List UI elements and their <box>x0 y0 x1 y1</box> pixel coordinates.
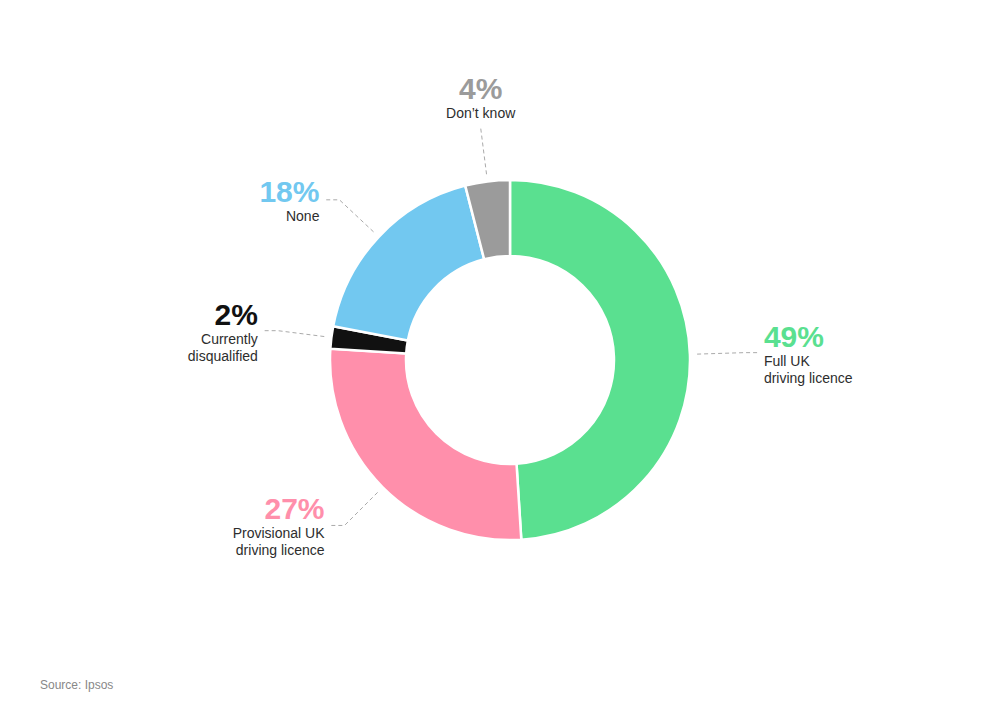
data-label: 49% <box>764 320 824 353</box>
slice <box>333 186 484 341</box>
category-label: None <box>286 208 320 224</box>
leader-line <box>264 331 324 337</box>
data-label: 2% <box>214 298 257 331</box>
slice <box>510 180 690 540</box>
slice <box>465 180 510 259</box>
slice <box>330 349 521 540</box>
category-label: Full UKdriving licence <box>764 353 853 386</box>
leader-line <box>697 353 758 354</box>
data-label: 27% <box>264 492 324 525</box>
leader-line <box>325 200 373 232</box>
leader-line <box>481 128 487 174</box>
category-label: Provisional UKdriving licence <box>233 525 325 558</box>
donut <box>330 180 690 540</box>
leader-line <box>331 492 378 525</box>
category-label: Don’t know <box>446 105 516 121</box>
chart: 49%Full UKdriving licence 27%Provisional … <box>0 0 1000 710</box>
category-label: Currentlydisqualified <box>188 331 258 364</box>
annotation: Source: Ipsos <box>40 678 113 692</box>
data-label: 18% <box>259 175 319 208</box>
labels: 49%Full UKdriving licence 27%Provisional … <box>188 72 853 559</box>
data-label: 4% <box>459 72 502 105</box>
